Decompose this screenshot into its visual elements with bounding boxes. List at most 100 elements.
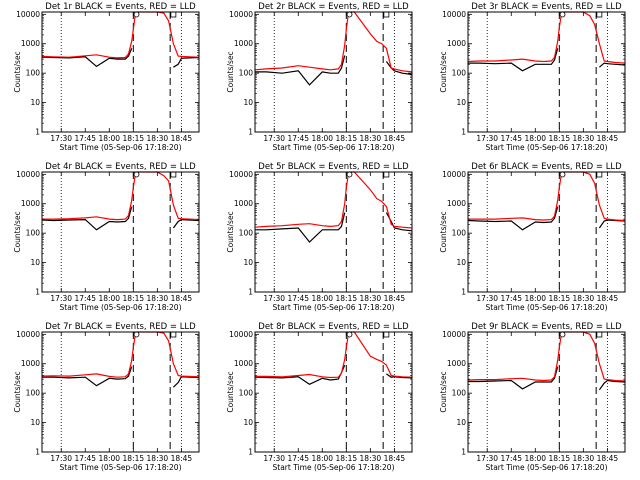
panel-7: Det 7r BLACK = Events, RED = LLD 1 10 100 10… (13, 322, 200, 472)
y-tick-label: 100 (452, 389, 467, 398)
x-tick-label: 17:30 (50, 454, 72, 463)
panel-title: Det 3r BLACK = Events, RED = LLD (471, 2, 622, 12)
x-tick-label: 18:15 (123, 454, 145, 463)
y-tick-label: 100 (452, 229, 467, 238)
y-tick-label: 1000 (21, 39, 40, 48)
x-tick-label: 17:45 (500, 294, 522, 303)
lld-line-segment-1 (255, 331, 413, 379)
x-axis-label: Start Time (05-Sep-06 17:18:20) (60, 303, 182, 312)
x-tick-label: 17:30 (263, 134, 285, 143)
lld-line-segment-1 (467, 11, 626, 64)
x-tick-label: 18:45 (597, 134, 619, 143)
x-tick-label: 18:00 (98, 454, 120, 463)
x-tick-label: 18:15 (549, 294, 571, 303)
x-tick-label: 18:00 (98, 294, 120, 303)
plot-frame (467, 331, 626, 453)
panel-title: Det 8r BLACK = Events, RED = LLD (258, 322, 409, 332)
events-line-segment-1 (42, 366, 133, 387)
y-tick-label: 10 (30, 418, 40, 427)
marker-circle-icon (346, 331, 353, 338)
y-tick-label: 10 (243, 98, 253, 107)
x-axis-label: Start Time (05-Sep-06 17:18:20) (60, 143, 182, 152)
x-tick-label: 18:15 (123, 294, 145, 303)
marker-square-icon (596, 171, 603, 178)
y-tick-label: 10000 (16, 10, 40, 19)
x-tick-label: 17:45 (74, 454, 96, 463)
panel-3: Det 3r BLACK = Events, RED = LLD 1 10 100 10… (439, 2, 626, 152)
y-tick-label: 100 (239, 229, 254, 238)
x-tick-label: 18:30 (360, 134, 382, 143)
x-axis-label: Start Time (05-Sep-06 17:18:20) (486, 303, 608, 312)
x-tick-label: 18:30 (573, 134, 595, 143)
x-tick-label: 18:45 (384, 454, 406, 463)
y-tick-label: 10 (456, 418, 466, 427)
x-axis-label: Start Time (05-Sep-06 17:18:20) (273, 143, 395, 152)
y-tick-label: 100 (239, 389, 254, 398)
events-line-segment-1 (467, 206, 559, 231)
events-line-segment-1 (468, 48, 559, 72)
y-tick-label: 10 (456, 258, 466, 267)
events-line-segment-1 (41, 206, 133, 231)
marker-circle-icon (559, 331, 566, 338)
panel-9: Det 9r BLACK = Events, RED = LLD 1 10 100 10… (439, 322, 626, 472)
x-tick-label: 17:30 (50, 294, 72, 303)
events-line-segment-1 (41, 48, 133, 68)
marker-circle-icon (133, 171, 140, 178)
events-line-segment-2 (598, 219, 626, 229)
plot-frame (254, 331, 413, 453)
x-axis-label: Start Time (05-Sep-06 17:18:20) (273, 463, 395, 472)
lld-line-segment-1 (467, 331, 626, 382)
y-tick-label: 100 (239, 69, 254, 78)
marker-circle-icon (346, 11, 353, 18)
marker-square-icon (383, 11, 390, 18)
x-tick-label: 18:45 (171, 294, 193, 303)
y-tick-label: 1 (35, 288, 40, 297)
events-line-segment-2 (386, 373, 413, 379)
panel-title: Det 6r BLACK = Events, RED = LLD (471, 162, 622, 172)
y-tick-label: 10000 (442, 170, 466, 179)
y-tick-label: 10000 (229, 170, 253, 179)
marker-circle-icon (559, 11, 566, 18)
lld-line-segment-1 (41, 331, 200, 378)
y-tick-label: 100 (26, 229, 41, 238)
x-tick-label: 18:45 (384, 294, 406, 303)
marker-square-icon (383, 331, 390, 338)
y-tick-label: 1 (461, 448, 466, 457)
panel-title: Det 9r BLACK = Events, RED = LLD (471, 322, 622, 332)
lld-line-segment-1 (41, 11, 200, 59)
lld-line-segment-1 (254, 11, 413, 73)
y-tick-label: 10000 (16, 330, 40, 339)
x-tick-label: 17:30 (476, 294, 498, 303)
marker-square-icon (596, 11, 603, 18)
x-tick-label: 18:30 (147, 454, 169, 463)
x-tick-label: 18:45 (597, 294, 619, 303)
x-tick-label: 18:15 (336, 134, 358, 143)
y-tick-label: 1000 (447, 199, 466, 208)
events-line-segment-1 (468, 366, 559, 390)
y-tick-label: 1 (35, 128, 40, 137)
y-tick-label: 10 (243, 418, 253, 427)
x-tick-label: 17:45 (287, 294, 309, 303)
y-axis-label: Counts/sec (226, 51, 235, 92)
panel-2: Det 2r BLACK = Events, RED = LLD 1 10 100 10… (226, 2, 413, 152)
events-line-segment-2 (385, 61, 413, 76)
y-axis-label: Counts/sec (13, 371, 22, 412)
y-tick-label: 10 (30, 98, 40, 107)
x-tick-label: 18:00 (524, 134, 546, 143)
lld-line-segment-1 (468, 171, 626, 222)
y-tick-label: 10 (456, 98, 466, 107)
panel-8: Det 8r BLACK = Events, RED = LLD 1 10 100 10… (226, 322, 413, 472)
x-axis-label: Start Time (05-Sep-06 17:18:20) (486, 463, 608, 472)
x-tick-label: 18:00 (524, 454, 546, 463)
y-tick-label: 1 (248, 448, 253, 457)
marker-square-icon (596, 331, 603, 338)
y-tick-label: 100 (452, 69, 467, 78)
y-axis-label: Counts/sec (13, 211, 22, 252)
lld-line-segment-1 (254, 171, 413, 229)
x-tick-label: 17:30 (476, 134, 498, 143)
x-tick-label: 18:45 (597, 454, 619, 463)
x-tick-label: 18:45 (384, 134, 406, 143)
x-tick-label: 18:00 (311, 134, 333, 143)
marker-circle-icon (346, 171, 353, 178)
y-tick-label: 1 (461, 288, 466, 297)
